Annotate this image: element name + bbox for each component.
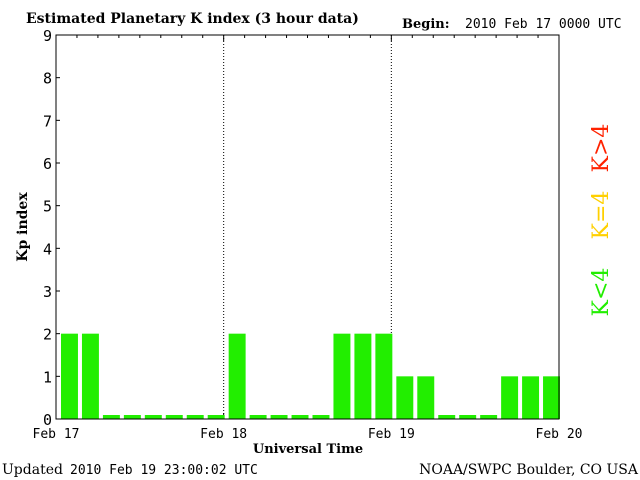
k-legend-label: K<4 — [589, 268, 614, 317]
k-level-legend: K>4 K=4 K<4 — [589, 124, 614, 317]
k-legend-label: K>4 — [589, 124, 614, 173]
y-tick-label: 4 — [43, 240, 52, 258]
kp-bar-zero — [249, 415, 267, 419]
kp-bar — [81, 333, 99, 419]
kp-bar — [354, 333, 372, 419]
x-tick-label: Feb 18 — [200, 427, 247, 442]
credit-text: NOAA/SWPC Boulder, CO USA — [419, 462, 639, 478]
y-tick-label: 9 — [43, 27, 52, 45]
y-axis: 0 1 2 3 4 5 6 7 8 9 — [43, 27, 60, 429]
kp-bars — [61, 333, 560, 419]
plot-frame — [55, 34, 560, 420]
kp-bar-zero — [480, 415, 498, 419]
x-tick-label: Feb 20 — [536, 427, 583, 442]
x-tick-label: Feb 19 — [368, 427, 415, 442]
y-axis-label: Kp index — [15, 192, 31, 262]
kp-bar-zero — [459, 415, 477, 419]
x-axis-label: Universal Time — [253, 442, 363, 457]
k-legend-label: K=4 — [589, 191, 614, 240]
kp-bar-zero — [123, 415, 141, 419]
kp-bar — [501, 376, 519, 419]
kp-bar-zero — [438, 415, 456, 419]
chart-title: Estimated Planetary K index (3 hour data… — [26, 11, 359, 27]
day-dividers — [223, 35, 392, 419]
y-tick-label: 0 — [43, 411, 52, 429]
y-tick-label: 2 — [43, 326, 52, 344]
kp-bar-zero — [165, 415, 183, 419]
kp-bar-zero — [186, 415, 204, 419]
y-tick-label: 1 — [43, 368, 52, 386]
kp-bar — [396, 376, 414, 419]
kp-bar — [417, 376, 435, 419]
kp-bar-zero — [312, 415, 330, 419]
y-tick-label: 7 — [43, 112, 52, 130]
kp-bar — [228, 333, 246, 419]
kp-bar-zero — [291, 415, 309, 419]
x-tick-label: Feb 17 — [33, 427, 80, 442]
y-tick-label: 8 — [43, 70, 52, 88]
y-tick-label: 6 — [43, 155, 52, 173]
kp-bar — [375, 333, 393, 419]
y-tick-label: 3 — [43, 283, 52, 301]
kp-bar — [61, 333, 78, 419]
updated-label: Updated — [2, 462, 63, 478]
kp-bar — [333, 333, 351, 419]
kp-bar — [522, 376, 540, 419]
kp-bar-zero — [144, 415, 162, 419]
begin-label: Begin: — [402, 17, 450, 32]
updated-value: 2010 Feb 19 23:00:02 UTC — [70, 463, 258, 478]
kp-bar-zero — [207, 415, 225, 419]
y-tick-label: 5 — [43, 198, 52, 216]
begin-value: 2010 Feb 17 0000 UTC — [465, 17, 622, 32]
x-axis: Feb 17 Feb 18 Feb 19 Feb 20 — [33, 35, 583, 442]
kp-bar — [543, 376, 560, 419]
kp-bar-zero — [102, 415, 120, 419]
kp-bar-zero — [270, 415, 288, 419]
